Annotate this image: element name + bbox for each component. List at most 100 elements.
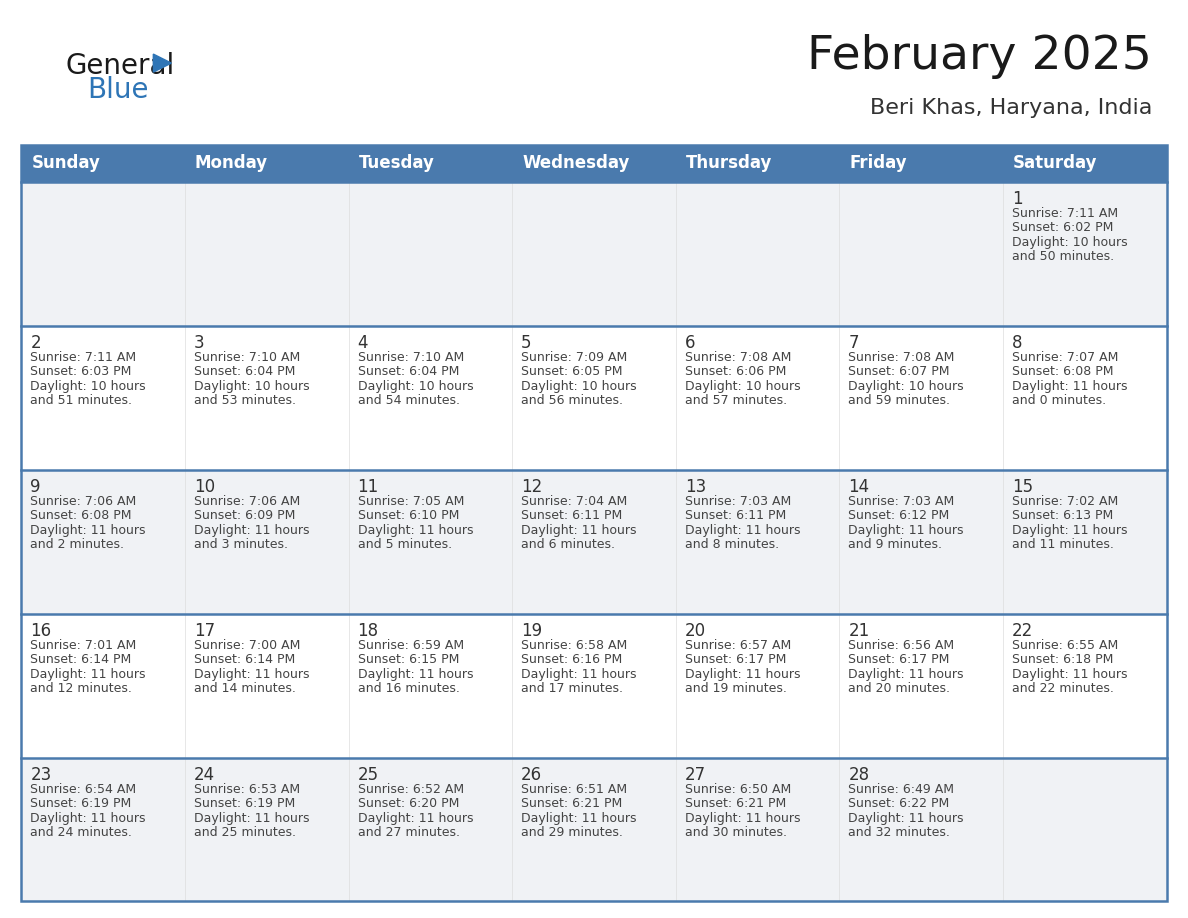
Text: Daylight: 10 hours: Daylight: 10 hours <box>522 380 637 393</box>
Text: Sunrise: 7:10 AM: Sunrise: 7:10 AM <box>194 351 301 364</box>
Text: Sunset: 6:17 PM: Sunset: 6:17 PM <box>848 653 949 666</box>
Text: 3: 3 <box>194 334 204 352</box>
Text: Daylight: 11 hours: Daylight: 11 hours <box>358 667 473 680</box>
Text: and 19 minutes.: and 19 minutes. <box>684 682 786 695</box>
Bar <box>21 182 1167 326</box>
Text: Daylight: 10 hours: Daylight: 10 hours <box>358 380 473 393</box>
Text: and 57 minutes.: and 57 minutes. <box>684 394 786 408</box>
Text: Daylight: 11 hours: Daylight: 11 hours <box>848 523 963 537</box>
Text: Daylight: 11 hours: Daylight: 11 hours <box>684 812 801 824</box>
Text: 13: 13 <box>684 477 706 496</box>
Text: Sunset: 6:16 PM: Sunset: 6:16 PM <box>522 653 623 666</box>
Bar <box>185 145 348 182</box>
Text: Sunset: 6:11 PM: Sunset: 6:11 PM <box>522 509 623 522</box>
Text: and 24 minutes.: and 24 minutes. <box>31 826 132 839</box>
Text: February 2025: February 2025 <box>808 34 1152 80</box>
Text: Sunrise: 7:06 AM: Sunrise: 7:06 AM <box>31 495 137 508</box>
Text: 26: 26 <box>522 766 543 784</box>
Bar <box>21 613 1167 757</box>
Text: Sunrise: 7:05 AM: Sunrise: 7:05 AM <box>358 495 465 508</box>
Text: Sunset: 6:22 PM: Sunset: 6:22 PM <box>848 797 949 810</box>
Text: Sunrise: 7:07 AM: Sunrise: 7:07 AM <box>1012 351 1118 364</box>
Text: Daylight: 11 hours: Daylight: 11 hours <box>1012 667 1127 680</box>
Text: Saturday: Saturday <box>1013 154 1098 173</box>
Text: Sunset: 6:04 PM: Sunset: 6:04 PM <box>358 365 459 378</box>
Text: Daylight: 11 hours: Daylight: 11 hours <box>684 523 801 537</box>
Text: Beri Khas, Haryana, India: Beri Khas, Haryana, India <box>870 98 1152 118</box>
Text: 23: 23 <box>31 766 51 784</box>
Text: 10: 10 <box>194 477 215 496</box>
Text: Sunrise: 6:52 AM: Sunrise: 6:52 AM <box>358 782 463 796</box>
Text: Sunset: 6:19 PM: Sunset: 6:19 PM <box>194 797 296 810</box>
Text: Sunrise: 6:49 AM: Sunrise: 6:49 AM <box>848 782 954 796</box>
Text: and 25 minutes.: and 25 minutes. <box>194 826 296 839</box>
Bar <box>21 326 1167 470</box>
Text: Daylight: 11 hours: Daylight: 11 hours <box>684 667 801 680</box>
Text: Daylight: 11 hours: Daylight: 11 hours <box>848 812 963 824</box>
Text: Sunset: 6:19 PM: Sunset: 6:19 PM <box>31 797 132 810</box>
Text: 14: 14 <box>848 477 870 496</box>
Text: 21: 21 <box>848 621 870 640</box>
Text: Sunset: 6:05 PM: Sunset: 6:05 PM <box>522 365 623 378</box>
Text: Daylight: 10 hours: Daylight: 10 hours <box>31 380 146 393</box>
Text: Sunrise: 6:50 AM: Sunrise: 6:50 AM <box>684 782 791 796</box>
Text: Tuesday: Tuesday <box>359 154 435 173</box>
Text: Daylight: 11 hours: Daylight: 11 hours <box>848 667 963 680</box>
Text: Sunrise: 6:54 AM: Sunrise: 6:54 AM <box>31 782 137 796</box>
Text: 22: 22 <box>1012 621 1034 640</box>
Text: Sunset: 6:03 PM: Sunset: 6:03 PM <box>31 365 132 378</box>
Text: Sunrise: 7:00 AM: Sunrise: 7:00 AM <box>194 639 301 652</box>
Text: Sunrise: 6:56 AM: Sunrise: 6:56 AM <box>848 639 954 652</box>
Text: Sunrise: 7:10 AM: Sunrise: 7:10 AM <box>358 351 463 364</box>
Text: Daylight: 10 hours: Daylight: 10 hours <box>194 380 310 393</box>
Text: Monday: Monday <box>195 154 268 173</box>
Text: Sunset: 6:14 PM: Sunset: 6:14 PM <box>31 653 132 666</box>
Text: 20: 20 <box>684 621 706 640</box>
Text: Sunrise: 7:03 AM: Sunrise: 7:03 AM <box>848 495 955 508</box>
Text: Sunset: 6:15 PM: Sunset: 6:15 PM <box>358 653 459 666</box>
Text: Daylight: 11 hours: Daylight: 11 hours <box>194 523 310 537</box>
Text: 24: 24 <box>194 766 215 784</box>
Text: Sunset: 6:18 PM: Sunset: 6:18 PM <box>1012 653 1113 666</box>
Text: and 11 minutes.: and 11 minutes. <box>1012 538 1114 551</box>
Text: Sunrise: 7:08 AM: Sunrise: 7:08 AM <box>848 351 955 364</box>
Text: Sunset: 6:02 PM: Sunset: 6:02 PM <box>1012 221 1113 234</box>
Text: and 30 minutes.: and 30 minutes. <box>684 826 786 839</box>
Text: Daylight: 11 hours: Daylight: 11 hours <box>522 523 637 537</box>
Text: and 56 minutes.: and 56 minutes. <box>522 394 624 408</box>
Text: Sunrise: 7:09 AM: Sunrise: 7:09 AM <box>522 351 627 364</box>
Text: Sunrise: 7:08 AM: Sunrise: 7:08 AM <box>684 351 791 364</box>
Text: Sunrise: 7:06 AM: Sunrise: 7:06 AM <box>194 495 301 508</box>
Text: Sunrise: 6:59 AM: Sunrise: 6:59 AM <box>358 639 463 652</box>
Text: and 3 minutes.: and 3 minutes. <box>194 538 287 551</box>
Text: 8: 8 <box>1012 334 1023 352</box>
Text: 9: 9 <box>31 477 40 496</box>
Text: 11: 11 <box>358 477 379 496</box>
Text: 15: 15 <box>1012 477 1034 496</box>
Text: 16: 16 <box>31 621 51 640</box>
Bar <box>1003 145 1167 182</box>
Text: 17: 17 <box>194 621 215 640</box>
Text: Thursday: Thursday <box>685 154 772 173</box>
Text: and 2 minutes.: and 2 minutes. <box>31 538 125 551</box>
Text: 28: 28 <box>848 766 870 784</box>
Text: and 0 minutes.: and 0 minutes. <box>1012 394 1106 408</box>
Bar <box>21 145 1167 901</box>
Text: Sunset: 6:12 PM: Sunset: 6:12 PM <box>848 509 949 522</box>
Text: Sunset: 6:06 PM: Sunset: 6:06 PM <box>684 365 786 378</box>
Text: Daylight: 11 hours: Daylight: 11 hours <box>522 667 637 680</box>
Text: Sunset: 6:08 PM: Sunset: 6:08 PM <box>31 509 132 522</box>
Text: Sunrise: 6:55 AM: Sunrise: 6:55 AM <box>1012 639 1118 652</box>
Text: Sunrise: 7:11 AM: Sunrise: 7:11 AM <box>31 351 137 364</box>
Text: Sunrise: 7:01 AM: Sunrise: 7:01 AM <box>31 639 137 652</box>
Bar <box>840 145 1003 182</box>
Text: Daylight: 11 hours: Daylight: 11 hours <box>358 523 473 537</box>
Text: Sunset: 6:20 PM: Sunset: 6:20 PM <box>358 797 459 810</box>
Text: Sunrise: 6:53 AM: Sunrise: 6:53 AM <box>194 782 301 796</box>
Text: and 59 minutes.: and 59 minutes. <box>848 394 950 408</box>
Text: and 6 minutes.: and 6 minutes. <box>522 538 615 551</box>
Text: and 51 minutes.: and 51 minutes. <box>31 394 132 408</box>
Text: and 32 minutes.: and 32 minutes. <box>848 826 950 839</box>
Text: Sunset: 6:10 PM: Sunset: 6:10 PM <box>358 509 459 522</box>
Text: 1: 1 <box>1012 190 1023 207</box>
